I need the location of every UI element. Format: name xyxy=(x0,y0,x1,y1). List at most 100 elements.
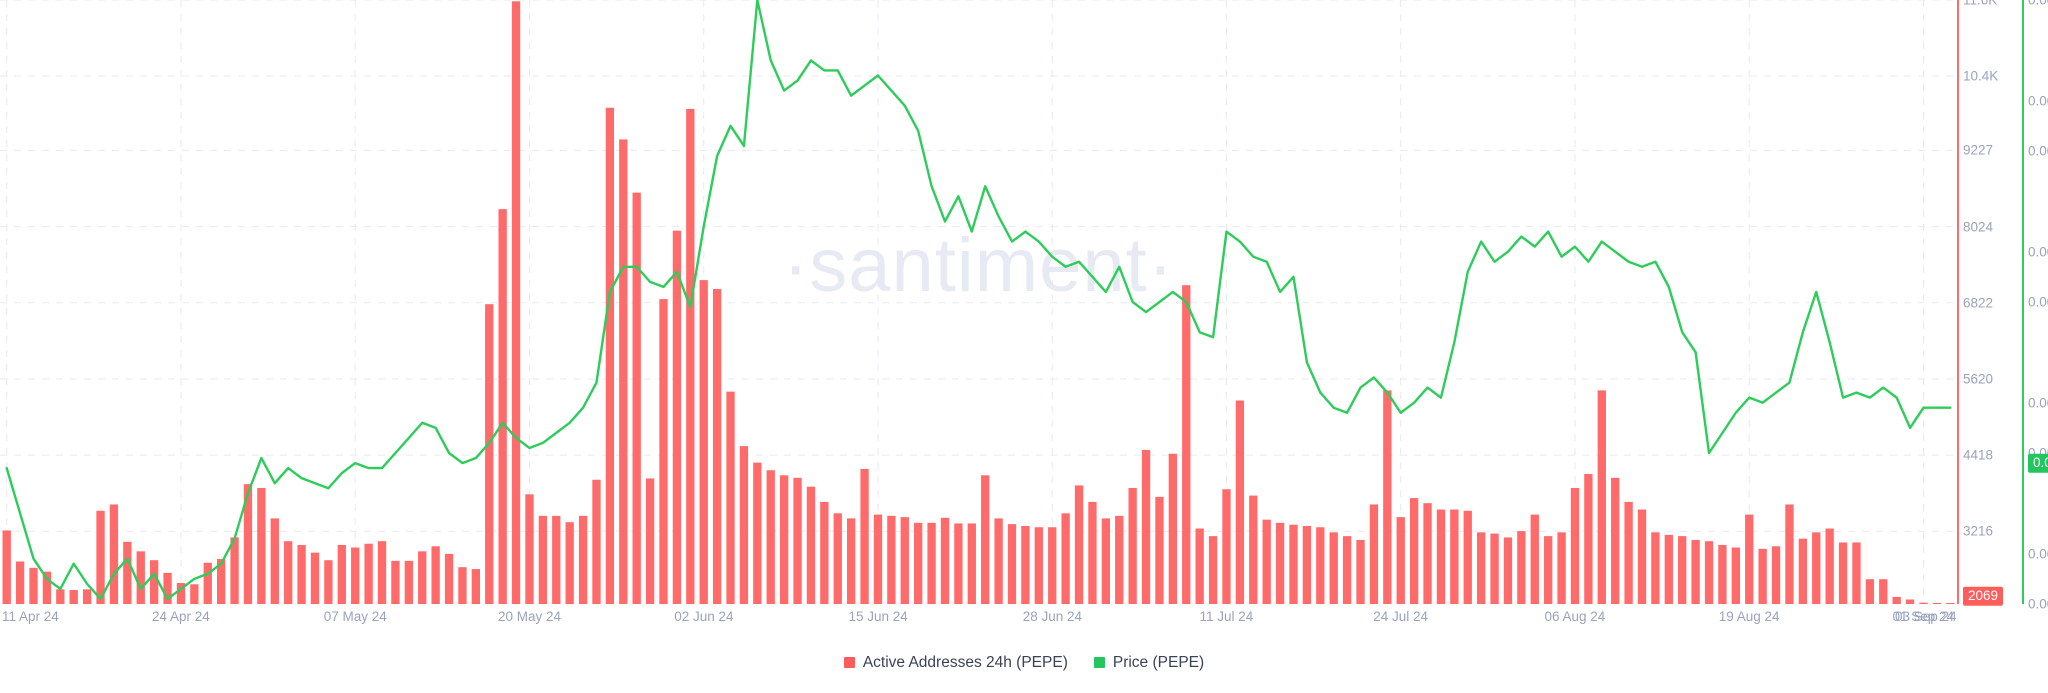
bar[interactable] xyxy=(163,572,172,604)
bar[interactable] xyxy=(1798,538,1808,604)
bar[interactable] xyxy=(1664,534,1673,604)
bar[interactable] xyxy=(1651,532,1660,604)
bar[interactable] xyxy=(471,569,481,604)
bar[interactable] xyxy=(123,541,132,604)
bar[interactable] xyxy=(538,515,548,604)
bar[interactable] xyxy=(391,560,400,604)
bar[interactable] xyxy=(645,478,655,604)
bar[interactable] xyxy=(1275,522,1285,604)
bar[interactable] xyxy=(1182,285,1191,604)
bar[interactable] xyxy=(96,510,105,604)
bar[interactable] xyxy=(820,501,829,604)
bar[interactable] xyxy=(1597,390,1606,604)
bar[interactable] xyxy=(284,541,293,604)
bar[interactable] xyxy=(1731,547,1740,604)
bar[interactable] xyxy=(190,584,199,604)
bar[interactable] xyxy=(1718,545,1727,604)
bar[interactable] xyxy=(351,547,360,604)
bar[interactable] xyxy=(1128,487,1137,604)
bar[interactable] xyxy=(672,230,682,604)
bar[interactable] xyxy=(1503,537,1513,604)
bar[interactable] xyxy=(29,567,38,604)
bar[interactable] xyxy=(1570,487,1580,604)
bar[interactable] xyxy=(243,484,253,604)
bar[interactable] xyxy=(498,209,507,604)
bar[interactable] xyxy=(914,522,923,604)
bar[interactable] xyxy=(833,513,842,604)
legend-item[interactable]: Active Addresses 24h (PEPE) xyxy=(843,655,1068,671)
bar[interactable] xyxy=(82,589,92,604)
bar[interactable] xyxy=(1946,603,1955,604)
bar[interactable] xyxy=(779,475,789,604)
bar[interactable] xyxy=(1007,524,1017,604)
bar[interactable] xyxy=(1544,536,1553,604)
bar[interactable] xyxy=(203,562,212,604)
bar[interactable] xyxy=(739,446,749,604)
bar[interactable] xyxy=(954,523,963,604)
bar[interactable] xyxy=(1383,390,1392,604)
bar[interactable] xyxy=(364,543,373,604)
bar[interactable] xyxy=(1905,599,1915,604)
price-line[interactable] xyxy=(5,0,1952,601)
bar[interactable] xyxy=(981,475,990,604)
bar[interactable] xyxy=(297,545,306,604)
bar[interactable] xyxy=(1316,527,1325,604)
bar[interactable] xyxy=(967,523,976,604)
bar[interactable] xyxy=(793,477,802,604)
bar[interactable] xyxy=(1691,539,1700,604)
bar[interactable] xyxy=(1088,501,1097,604)
bar[interactable] xyxy=(1865,579,1875,604)
bar[interactable] xyxy=(56,589,65,604)
bar[interactable] xyxy=(1329,532,1338,604)
bar[interactable] xyxy=(1074,485,1084,604)
bar[interactable] xyxy=(927,522,936,604)
bar[interactable] xyxy=(1061,513,1070,604)
bar[interactable] xyxy=(1785,504,1794,604)
bar[interactable] xyxy=(149,560,159,604)
bar[interactable] xyxy=(1342,536,1352,604)
bar[interactable] xyxy=(766,470,775,604)
bar[interactable] xyxy=(1771,546,1781,604)
bar[interactable] xyxy=(485,304,494,604)
bar[interactable] xyxy=(753,462,762,604)
bar[interactable] xyxy=(699,280,708,604)
bar[interactable] xyxy=(1409,498,1419,604)
bar[interactable] xyxy=(1517,531,1526,604)
bar[interactable] xyxy=(458,567,467,604)
bar[interactable] xyxy=(1932,603,1942,604)
bar[interactable] xyxy=(1208,536,1218,604)
bar[interactable] xyxy=(1249,495,1258,604)
bar[interactable] xyxy=(1141,449,1151,604)
bar[interactable] xyxy=(619,139,628,604)
bar[interactable] xyxy=(1812,532,1821,604)
bar[interactable] xyxy=(217,558,226,604)
bar[interactable] xyxy=(726,391,735,604)
bar[interactable] xyxy=(15,561,25,604)
bar[interactable] xyxy=(310,552,320,604)
bar[interactable] xyxy=(404,560,413,604)
bar[interactable] xyxy=(1557,532,1566,604)
bar[interactable] xyxy=(1101,518,1110,604)
bar[interactable] xyxy=(69,589,78,604)
bar[interactable] xyxy=(2,530,11,604)
bar[interactable] xyxy=(1704,541,1714,604)
bar[interactable] xyxy=(940,517,950,604)
bar[interactable] xyxy=(873,514,883,604)
bar[interactable] xyxy=(686,109,695,604)
bar[interactable] xyxy=(1155,496,1164,604)
bar[interactable] xyxy=(1584,474,1593,604)
bar[interactable] xyxy=(42,571,52,604)
bar[interactable] xyxy=(324,560,333,604)
bar[interactable] xyxy=(1825,528,1834,604)
bar[interactable] xyxy=(806,486,816,604)
bar[interactable] xyxy=(337,545,346,604)
bar[interactable] xyxy=(230,537,239,604)
bar[interactable] xyxy=(1262,519,1271,604)
bar[interactable] xyxy=(632,192,641,604)
bar[interactable] xyxy=(1490,533,1499,604)
bar[interactable] xyxy=(565,522,574,604)
bar[interactable] xyxy=(1530,514,1539,604)
legend-item[interactable]: Price (PEPE) xyxy=(1093,655,1204,671)
bar[interactable] xyxy=(1678,536,1687,604)
bar[interactable] xyxy=(659,299,668,604)
